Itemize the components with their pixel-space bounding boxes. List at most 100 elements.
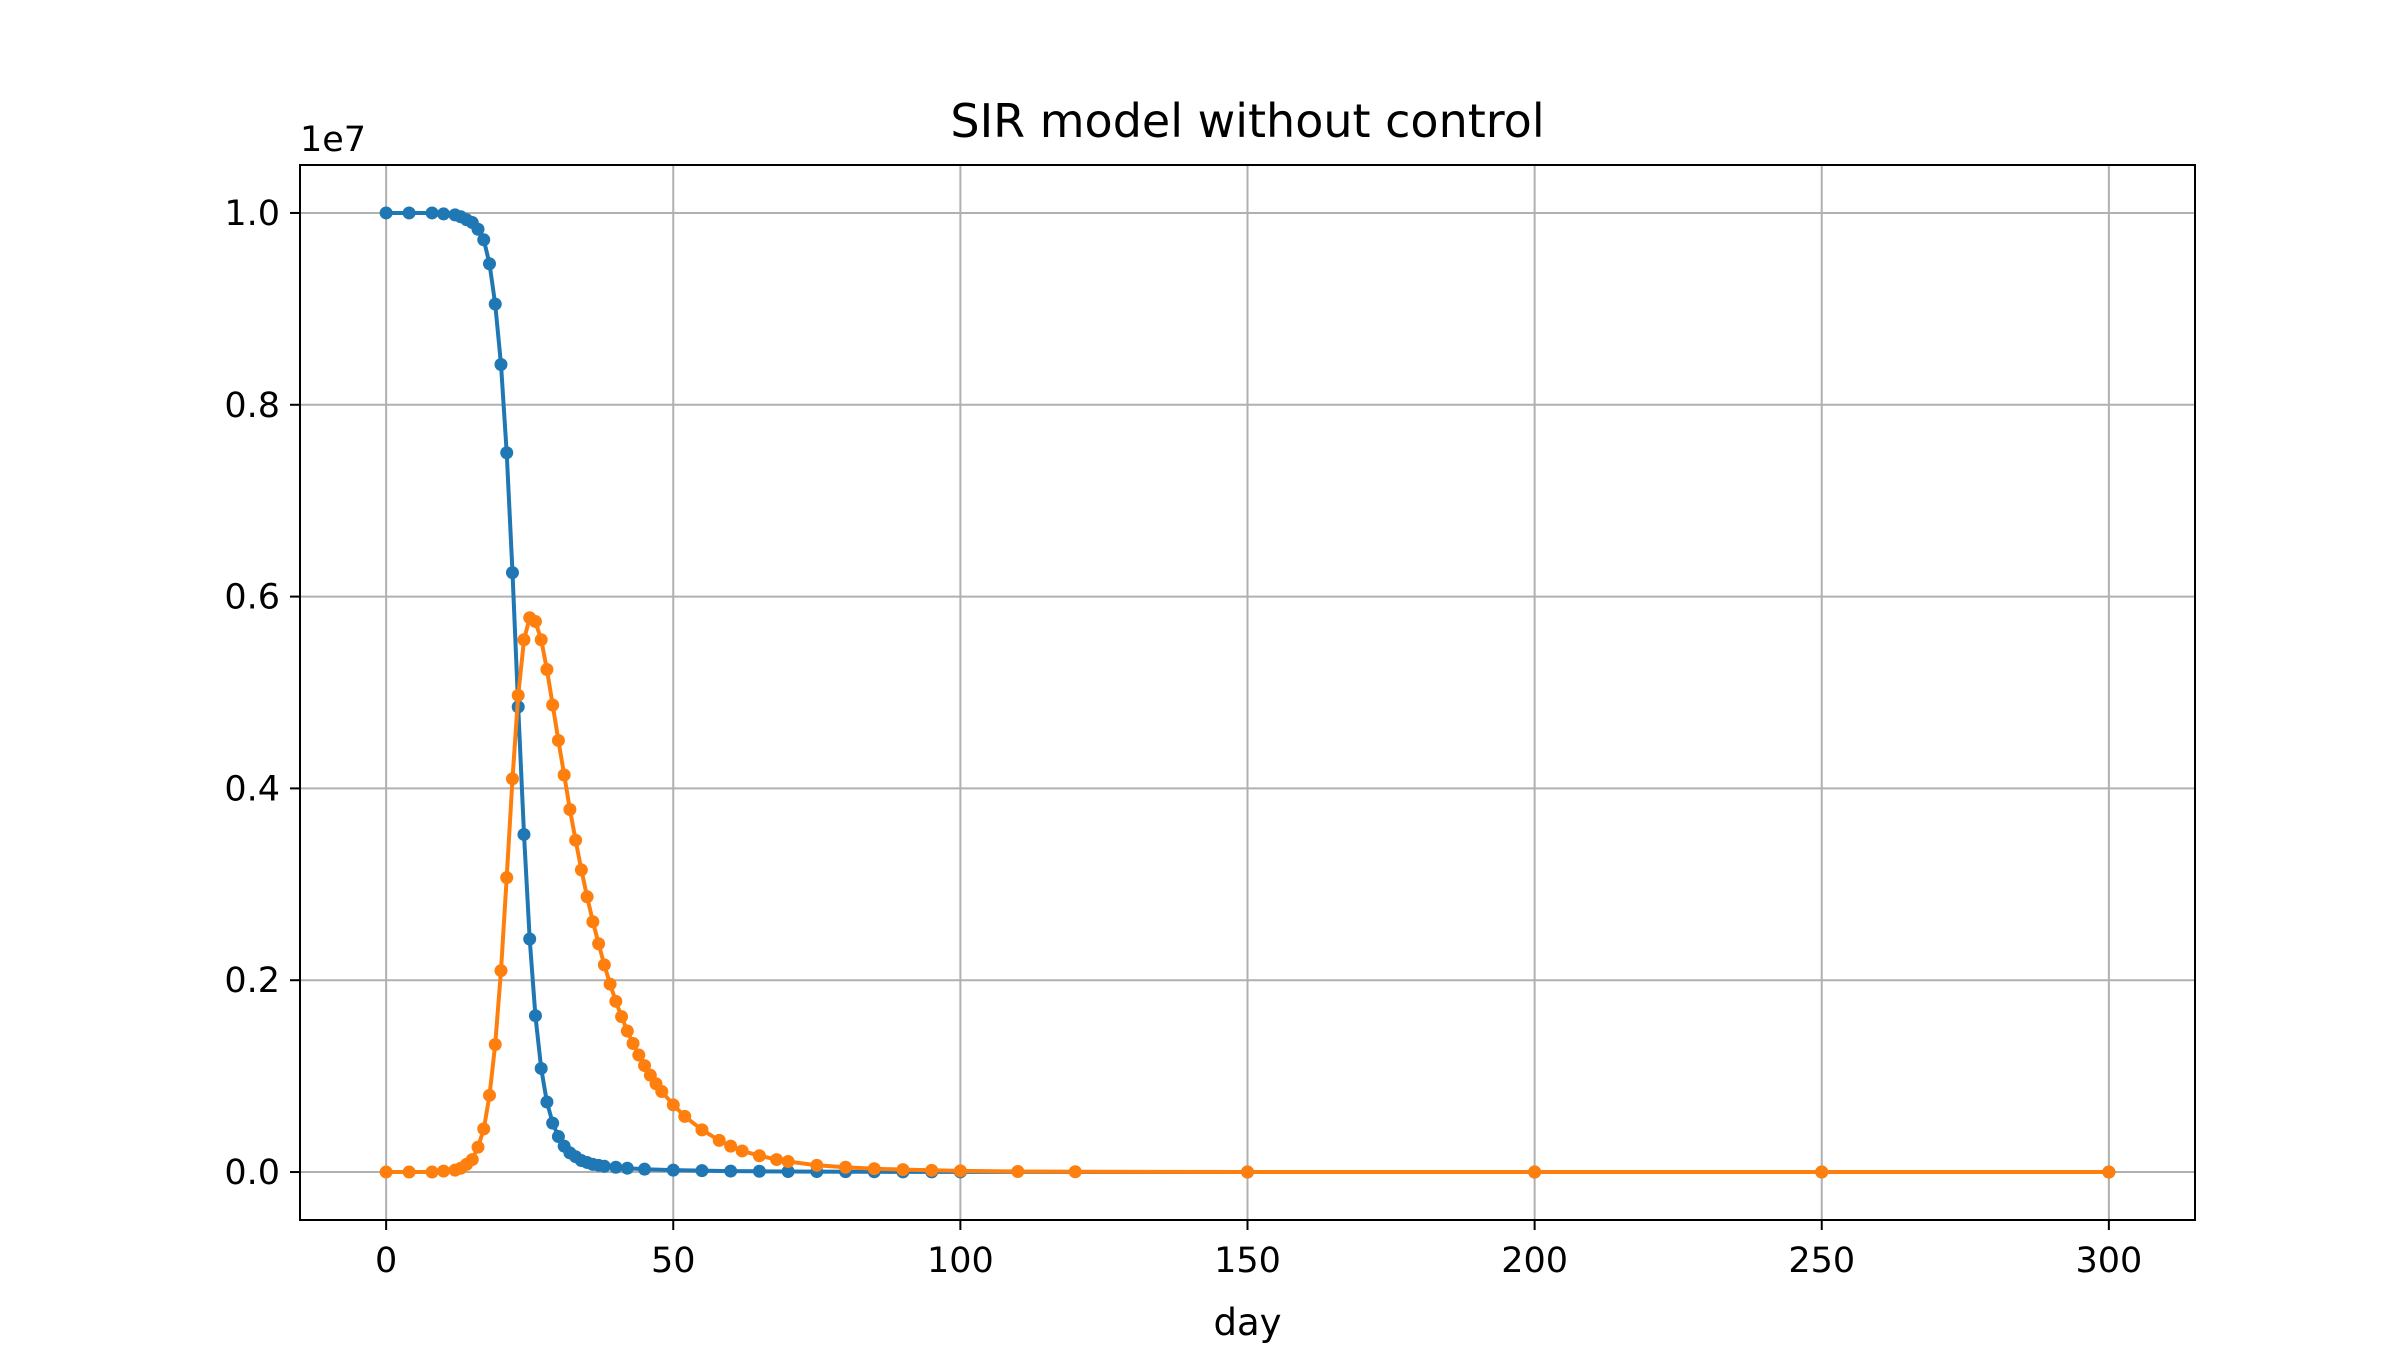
series-0-point: [477, 233, 491, 247]
series-0-point: [724, 1164, 738, 1178]
chart-title: SIR model without control: [950, 94, 1544, 148]
series-1-point: [557, 768, 571, 782]
series-0-point: [425, 206, 439, 220]
series-1-point: [500, 871, 514, 885]
series-0-point: [494, 357, 508, 371]
x-tick-label: 300: [2075, 1241, 2142, 1281]
series-0-point: [517, 827, 531, 841]
series-1-point: [551, 733, 565, 747]
series-1-point: [540, 662, 554, 676]
series-0-point: [505, 566, 519, 580]
series-1-point: [752, 1149, 766, 1163]
series-1-point: [925, 1163, 939, 1177]
series-1-point: [488, 1037, 502, 1051]
series-0-point: [752, 1164, 766, 1178]
series-1-point: [2102, 1165, 2116, 1179]
series-1-point: [603, 977, 617, 991]
series-1-point: [839, 1160, 853, 1174]
series-1-point: [1528, 1165, 1542, 1179]
series-1-point: [695, 1123, 709, 1137]
series-1-point: [483, 1088, 496, 1102]
series-1-point: [735, 1144, 749, 1158]
series-1-point: [1815, 1165, 1829, 1179]
series-0-point: [638, 1162, 652, 1176]
series-1-point: [953, 1164, 967, 1178]
series-1-point: [402, 1165, 416, 1179]
series-0-point: [437, 207, 451, 221]
series-1-point: [471, 1140, 485, 1154]
series-1-point: [586, 915, 600, 929]
series-1-point: [770, 1153, 784, 1167]
series-1-point: [867, 1162, 881, 1176]
series-1-point: [609, 994, 623, 1008]
grid-lines: [300, 165, 2195, 1220]
y-axis-scale-label: 1e7: [300, 120, 366, 160]
series-1-point: [810, 1158, 824, 1172]
series-1-point: [465, 1153, 479, 1167]
series-1-point: [546, 698, 560, 712]
series-1-point: [517, 633, 531, 647]
series-1-point: [1011, 1164, 1025, 1178]
series-0-point: [551, 1130, 565, 1144]
series-1-point: [511, 688, 525, 702]
series-1-point: [580, 890, 594, 904]
series-1-point: [1241, 1165, 1254, 1179]
y-tick-label: 1.0: [224, 194, 280, 234]
series-0-point: [546, 1116, 560, 1130]
series-1-point: [563, 803, 577, 817]
series-1-point: [632, 1048, 646, 1062]
series-1-point: [655, 1084, 669, 1098]
x-tick-label: 200: [1501, 1241, 1568, 1281]
series-0-point: [695, 1164, 709, 1178]
series-0-point: [534, 1061, 548, 1075]
x-tick-label: 100: [927, 1241, 994, 1281]
series-1-point: [569, 833, 583, 847]
series-1-point: [666, 1098, 680, 1112]
axis-ticks: 0 50 100 150 200 250 300 0.0 0.2 0.4 0.6 0.8 1.0: [224, 194, 2142, 1281]
series-1-point: [781, 1154, 795, 1168]
x-axis-label: day: [1213, 1301, 1281, 1344]
y-tick-label: 0.4: [224, 769, 280, 809]
series-0-point: [609, 1160, 623, 1174]
series-1-point: [597, 958, 611, 972]
series-1-point: [528, 615, 542, 629]
series-1-point: [896, 1163, 910, 1177]
series-1-point: [724, 1139, 738, 1153]
series-1-point: [712, 1133, 726, 1147]
series-0-point: [500, 446, 514, 460]
series-1-point: [425, 1165, 439, 1179]
series-1: [379, 611, 2116, 1179]
series-1-point: [592, 937, 606, 951]
series-0-point: [523, 932, 537, 946]
series-0-point: [379, 206, 393, 220]
series-0-point: [597, 1159, 611, 1173]
series-0-point: [781, 1164, 795, 1178]
x-tick-label: 0: [375, 1241, 397, 1281]
series-1-point: [620, 1024, 634, 1038]
y-tick-label: 0.6: [224, 578, 280, 618]
x-tick-label: 150: [1214, 1241, 1281, 1281]
series-1-point: [626, 1037, 640, 1051]
series-1-point: [437, 1164, 451, 1178]
x-tick-label: 50: [651, 1241, 696, 1281]
series-1-point: [574, 863, 588, 877]
series-1-point: [1068, 1165, 1082, 1179]
y-tick-label: 0.8: [224, 386, 280, 426]
series-1-point: [379, 1165, 393, 1179]
series-0-point: [620, 1161, 634, 1175]
series-1-point: [494, 964, 508, 978]
series-0-point: [402, 206, 416, 220]
series-1-point: [638, 1059, 652, 1073]
series-0-point: [540, 1095, 554, 1109]
series-0-point: [488, 297, 502, 311]
plot-series: [379, 206, 2116, 1179]
series-1-point: [678, 1109, 692, 1123]
series-0-point: [528, 1009, 542, 1023]
series-1-point: [477, 1122, 491, 1136]
series-1-point: [505, 772, 519, 786]
x-tick-label: 250: [1788, 1241, 1855, 1281]
series-0-point: [483, 257, 496, 271]
series-1-point: [534, 633, 548, 647]
